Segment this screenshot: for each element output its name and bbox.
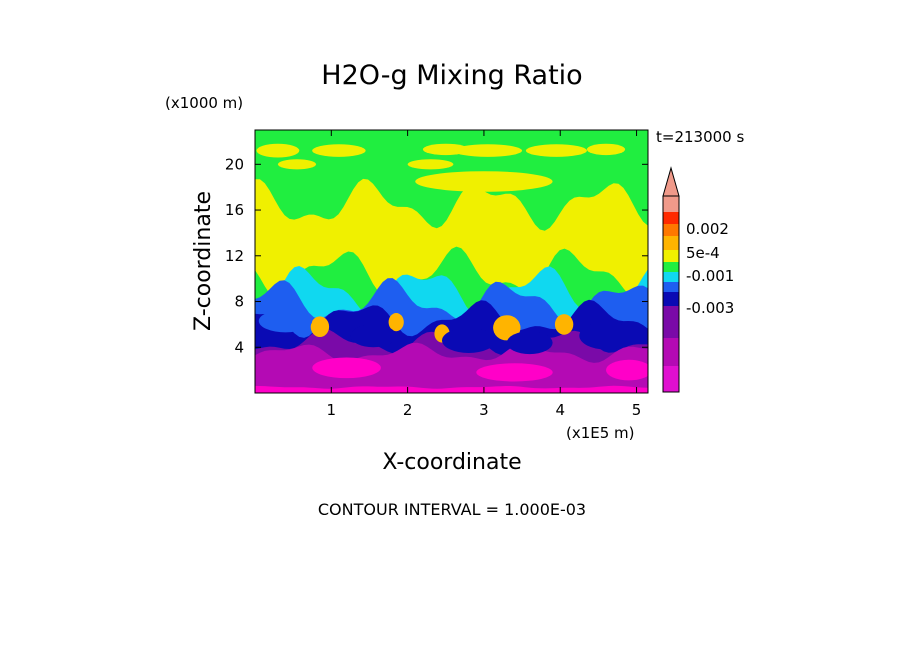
y-tick-label: 4 [234, 338, 244, 356]
colorbar-label: 5e-4 [686, 244, 720, 262]
colorbar-label: 0.002 [686, 220, 729, 238]
chart-title: H2O-g Mixing Ratio [321, 60, 582, 91]
field-blobs [256, 143, 648, 382]
x-tick-label: 1 [327, 401, 337, 419]
time-label: t=213000 s [656, 128, 744, 146]
colorbar-cell [663, 236, 679, 250]
y-tick-label: 20 [225, 155, 244, 173]
colorbar-label: -0.001 [686, 267, 734, 285]
colorbar-cell [663, 250, 679, 262]
y-tick-label: 8 [234, 293, 244, 311]
colorbar-extend-arrow [662, 166, 680, 197]
colorbar-cell [663, 338, 679, 366]
y-tick-label: 12 [225, 247, 244, 265]
contour-interval-note: CONTOUR INTERVAL = 1.000E-03 [318, 500, 586, 519]
colorbar-cell [663, 366, 679, 392]
field-patch [554, 314, 574, 335]
colorbar-cell [663, 212, 679, 224]
field-patch [258, 309, 313, 333]
field-patch [407, 159, 454, 170]
y-tick-label: 16 [225, 201, 244, 219]
field-patch [506, 331, 553, 355]
x-unit-label: (x1E5 m) [566, 424, 635, 442]
field-patch [525, 144, 587, 157]
contour-band [255, 342, 648, 393]
field-patch [277, 159, 317, 170]
colorbar-cell [663, 306, 679, 338]
field-patch [388, 313, 404, 332]
x-tick-label: 2 [403, 401, 413, 419]
field-patch [310, 316, 330, 338]
field-patch [442, 327, 496, 353]
plot-frame [254, 129, 649, 394]
contour-band [255, 385, 648, 393]
colorbar-cell [663, 272, 679, 282]
colorbar-cell [663, 196, 679, 212]
x-axis: 1 2 3 4 5 [327, 130, 642, 419]
field-patch [312, 357, 381, 379]
field-patch [493, 315, 521, 341]
field-patch [350, 324, 397, 348]
colorbar-cell [663, 262, 679, 272]
x-axis-label: X-coordinate [382, 450, 521, 475]
y-axis-label: Z-coordinate [191, 191, 216, 331]
field-patch [453, 144, 522, 157]
field-patch [256, 143, 300, 158]
field-patch [476, 363, 553, 382]
y-unit-label: (x1000 m) [165, 94, 243, 112]
field-patch [415, 171, 553, 192]
field-patch [606, 359, 648, 381]
x-tick-label: 5 [632, 401, 642, 419]
colorbar-cell [663, 282, 679, 292]
x-tick-label: 4 [555, 401, 565, 419]
colorbar: 0.002 5e-4 -0.001 -0.003 [662, 166, 734, 393]
x-tick-label: 3 [479, 401, 489, 419]
colorbar-frame [662, 195, 680, 393]
y-axis: 4 8 12 16 20 [225, 155, 648, 356]
field-patch [312, 144, 366, 157]
field-patch [586, 143, 626, 156]
colorbar-label: -0.003 [686, 299, 734, 317]
plot-area [255, 130, 648, 393]
field-patch [579, 322, 633, 350]
colorbar-cell [663, 292, 679, 306]
colorbar-cell [663, 224, 679, 236]
